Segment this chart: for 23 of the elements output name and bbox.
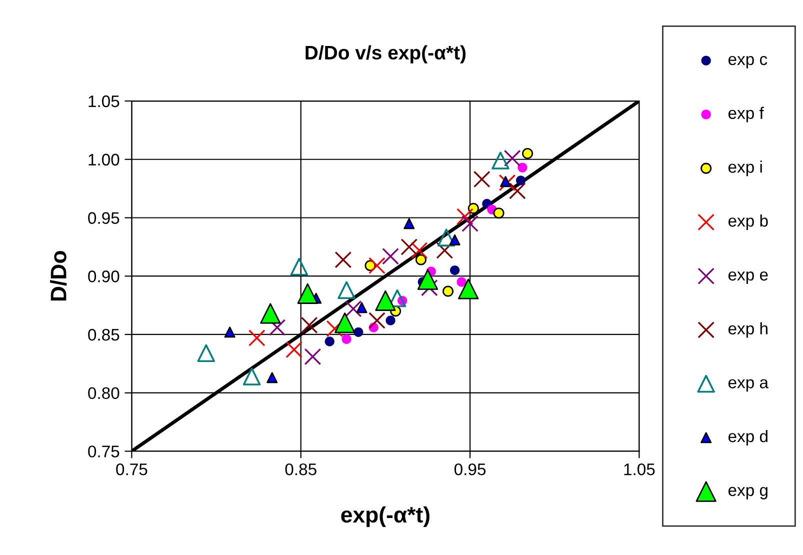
legend-label: exp c <box>728 56 768 68</box>
x-tick-label: 0.95 <box>454 463 486 476</box>
y-axis-title: D/Do <box>50 251 67 301</box>
y-tick-label: 0.80 <box>88 387 120 400</box>
legend-label: exp e <box>728 271 768 284</box>
y-tick-label: 0.75 <box>88 446 120 458</box>
y-tick-label: 1.05 <box>88 95 120 108</box>
y-tick-label: 0.85 <box>88 328 120 341</box>
legend-label: exp b <box>728 214 768 230</box>
legend-label: exp f <box>728 106 764 122</box>
legend-label: exp i <box>728 160 762 176</box>
x-axis-title: exp(-α*t) <box>341 506 430 528</box>
x-tick-label: 0.75 <box>116 463 148 476</box>
chart-title: D/Do v/s exp(-α*t) <box>306 45 466 64</box>
legend-label: exp g <box>728 486 768 500</box>
legend-label: exp a <box>728 379 769 392</box>
y-tick-label: 1.00 <box>88 154 120 166</box>
x-tick-label: 1.05 <box>624 463 655 476</box>
y-tick-label: 0.95 <box>88 212 120 224</box>
legend-label: exp d <box>728 430 768 446</box>
x-tick-label: 0.85 <box>285 463 316 476</box>
legend-label: exp h <box>728 322 768 338</box>
y-tick-label: 0.90 <box>88 270 120 282</box>
